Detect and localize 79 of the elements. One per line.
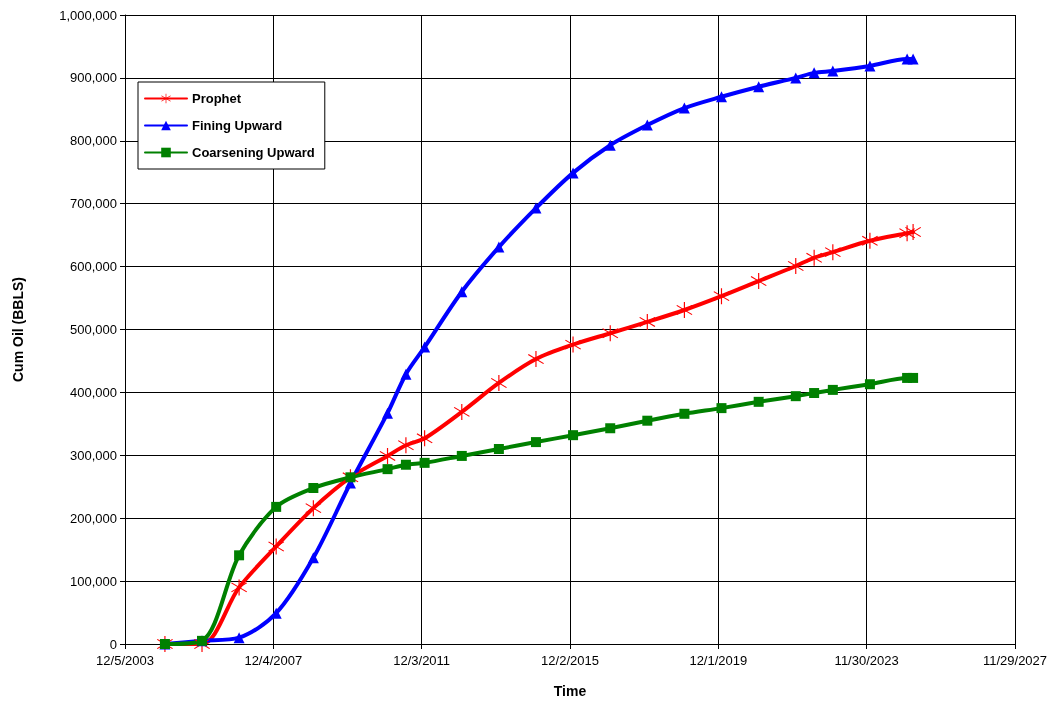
y-tick-label: 400,000	[70, 384, 117, 400]
point	[787, 257, 804, 274]
point	[809, 388, 820, 399]
point	[271, 501, 282, 512]
y-tick-label: 300,000	[70, 447, 117, 463]
point	[382, 407, 394, 419]
x-tick-label: 11/29/2027	[982, 653, 1048, 668]
point	[602, 325, 619, 342]
point	[305, 500, 322, 517]
point	[234, 550, 245, 561]
x-tick-label: 12/1/2019	[689, 653, 748, 668]
point	[231, 579, 248, 596]
x-tick-label: 12/3/2011	[393, 653, 451, 668]
y-tick-label: 900,000	[70, 70, 117, 86]
point	[419, 457, 430, 468]
point	[864, 379, 875, 390]
x-tick-label: 12/4/2007	[244, 653, 303, 668]
point	[416, 430, 433, 447]
point	[565, 336, 582, 353]
point	[806, 249, 823, 266]
x-axis-title: Time	[553, 683, 587, 699]
legend-label: Coarsening Upward	[192, 145, 315, 160]
point	[864, 60, 876, 72]
y-tick-label: 600,000	[70, 259, 117, 275]
point	[490, 374, 507, 391]
point	[750, 273, 767, 290]
point	[419, 341, 431, 353]
point	[905, 224, 922, 241]
point	[790, 72, 802, 84]
point	[308, 483, 319, 494]
y-axis-title: Cum Oil (BBLS)	[10, 277, 26, 382]
x-tick-label: 12/5/2003	[96, 653, 154, 668]
y-tick-label: 700,000	[70, 196, 117, 212]
point	[824, 244, 841, 261]
point	[808, 67, 820, 79]
x-tick-label: 11/30/2023	[834, 653, 899, 668]
point	[382, 464, 393, 475]
point	[605, 423, 616, 434]
legend-label: Fining Upward	[192, 118, 283, 133]
point	[456, 286, 468, 298]
point	[307, 552, 319, 564]
point	[493, 444, 504, 455]
point	[456, 450, 467, 461]
y-tick-label: 800,000	[70, 133, 117, 149]
point	[568, 430, 579, 441]
point	[676, 302, 693, 318]
point	[233, 632, 245, 644]
point	[639, 313, 656, 330]
point	[908, 372, 919, 383]
point	[604, 139, 616, 151]
point	[827, 384, 838, 395]
point	[679, 408, 690, 419]
point	[907, 53, 919, 65]
point	[678, 102, 690, 114]
y-tick-label: 100,000	[70, 573, 117, 589]
point	[453, 403, 470, 420]
y-tick-label: 500,000	[70, 322, 117, 337]
point	[790, 391, 801, 402]
point	[397, 437, 414, 454]
point	[530, 437, 541, 448]
point	[715, 91, 727, 103]
point	[861, 232, 878, 249]
legend-label: Prophet	[192, 91, 242, 106]
y-tick-label: 200,000	[70, 510, 117, 526]
y-tick-label: 1,000,000	[59, 7, 117, 23]
y-tick-label: 0	[109, 636, 117, 652]
point	[716, 403, 727, 414]
point	[400, 368, 412, 380]
point	[753, 81, 765, 93]
point	[400, 459, 411, 470]
point	[268, 538, 285, 555]
x-tick-label: 12/2/2015	[541, 653, 599, 668]
point	[713, 288, 730, 305]
point	[827, 65, 839, 77]
point	[527, 351, 544, 368]
point	[641, 119, 653, 131]
point	[753, 396, 764, 407]
point	[379, 447, 396, 464]
point	[642, 415, 653, 426]
